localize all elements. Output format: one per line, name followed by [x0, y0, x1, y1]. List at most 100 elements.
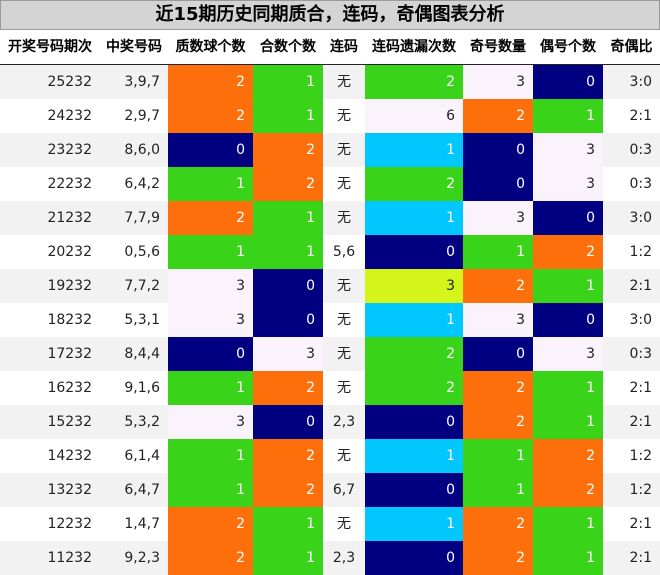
header-odd-count: 奇号数量 [470, 39, 526, 55]
even-count-cell: 0 [533, 65, 603, 99]
even-count-cell: 3 [533, 167, 603, 201]
numbers-cell: 6,1,4 [124, 448, 160, 464]
prime-count-cell: 3 [168, 269, 253, 303]
prime-count-cell: 3 [168, 303, 253, 337]
period-cell: 17232 [47, 346, 92, 362]
composite-count-cell: 3 [253, 337, 323, 371]
even-count-cell: 2 [533, 439, 603, 473]
odd-even-ratio-cell: 1:2 [629, 244, 652, 260]
composite-count-cell: 2 [253, 439, 323, 473]
header-numbers: 中奖号码 [106, 39, 162, 55]
numbers-cell: 7,7,2 [124, 278, 160, 294]
odd-even-ratio-cell: 1:2 [629, 448, 652, 464]
composite-count-cell: 2 [253, 473, 323, 507]
numbers-cell: 9,1,6 [124, 380, 160, 396]
period-cell: 18232 [47, 312, 92, 328]
prime-count-cell: 3 [168, 405, 253, 439]
prime-count-cell: 2 [168, 541, 253, 575]
consecutive-gap-cell: 2 [365, 337, 463, 371]
consecutive-gap-cell: 1 [365, 507, 463, 541]
consecutive-cell: 无 [337, 448, 351, 464]
prime-count-cell: 1 [168, 371, 253, 405]
odd-even-ratio-cell: 2:1 [629, 550, 652, 566]
table-row: 17232 8,4,4 0 3 无 2 0 3 0:3 [0, 337, 660, 371]
header-period: 开奖号码期次 [8, 39, 92, 55]
consecutive-cell: 无 [337, 210, 351, 226]
odd-count-cell: 3 [463, 201, 533, 235]
even-count-cell: 0 [533, 201, 603, 235]
period-cell: 20232 [47, 244, 92, 260]
prime-count-cell: 1 [168, 439, 253, 473]
composite-count-cell: 1 [253, 201, 323, 235]
table-row: 18232 5,3,1 3 0 无 1 3 0 3:0 [0, 303, 660, 337]
odd-count-cell: 3 [463, 65, 533, 99]
period-cell: 15232 [47, 414, 92, 430]
table-row: 15232 5,3,2 3 0 2,3 0 2 1 2:1 [0, 405, 660, 439]
page-title: 近15期历史同期质合，连码，奇偶图表分析 [0, 0, 660, 30]
table-row: 19232 7,7,2 3 0 无 3 2 1 2:1 [0, 269, 660, 303]
table-row: 12232 1,4,7 2 1 无 1 2 1 2:1 [0, 507, 660, 541]
table-row: 21232 7,7,9 2 1 无 1 3 0 3:0 [0, 201, 660, 235]
composite-count-cell: 0 [253, 303, 323, 337]
numbers-cell: 5,3,2 [124, 414, 160, 430]
odd-count-cell: 0 [463, 133, 533, 167]
even-count-cell: 2 [533, 235, 603, 269]
period-cell: 25232 [47, 74, 92, 90]
consecutive-cell: 2,3 [332, 414, 356, 430]
odd-even-ratio-cell: 0:3 [629, 142, 652, 158]
numbers-cell: 0,5,6 [124, 244, 160, 260]
consecutive-cell: 无 [337, 312, 351, 328]
header-even-count: 偶号个数 [540, 39, 596, 55]
prime-count-cell: 0 [168, 133, 253, 167]
consecutive-gap-cell: 0 [365, 405, 463, 439]
even-count-cell: 1 [533, 269, 603, 303]
prime-count-cell: 1 [168, 473, 253, 507]
consecutive-gap-cell: 1 [365, 303, 463, 337]
odd-even-ratio-cell: 2:1 [629, 278, 652, 294]
table-row: 24232 2,9,7 2 1 无 6 2 1 2:1 [0, 99, 660, 133]
odd-even-ratio-cell: 3:0 [629, 312, 652, 328]
prime-count-cell: 1 [168, 235, 253, 269]
consecutive-cell: 无 [337, 380, 351, 396]
prime-count-cell: 2 [168, 201, 253, 235]
prime-count-cell: 0 [168, 337, 253, 371]
odd-count-cell: 0 [463, 337, 533, 371]
table-header: 开奖号码期次 中奖号码 质数球个数 合数个数 连码 连码遗漏次数 奇号数量 偶号个数 奇偶比 [0, 30, 660, 65]
numbers-cell: 6,4,7 [124, 482, 160, 498]
consecutive-gap-cell: 0 [365, 473, 463, 507]
numbers-cell: 8,4,4 [124, 346, 160, 362]
table-row: 22232 6,4,2 1 2 无 2 0 3 0:3 [0, 167, 660, 201]
numbers-cell: 6,4,2 [124, 176, 160, 192]
numbers-cell: 5,3,1 [124, 312, 160, 328]
header-odd-even-ratio: 奇偶比 [610, 39, 653, 55]
header-consecutive: 连码 [330, 39, 358, 55]
consecutive-cell: 无 [337, 142, 351, 158]
even-count-cell: 3 [533, 133, 603, 167]
odd-even-ratio-cell: 3:0 [629, 74, 652, 90]
odd-even-ratio-cell: 3:0 [629, 210, 652, 226]
odd-even-ratio-cell: 0:3 [629, 346, 652, 362]
odd-count-cell: 1 [463, 473, 533, 507]
consecutive-gap-cell: 6 [365, 99, 463, 133]
composite-count-cell: 0 [253, 405, 323, 439]
odd-even-ratio-cell: 1:2 [629, 482, 652, 498]
consecutive-cell: 无 [337, 176, 351, 192]
odd-even-ratio-cell: 2:1 [629, 414, 652, 430]
table-row: 23232 8,6,0 0 2 无 1 0 3 0:3 [0, 133, 660, 167]
consecutive-cell: 无 [337, 346, 351, 362]
composite-count-cell: 0 [253, 269, 323, 303]
numbers-cell: 1,4,7 [124, 516, 160, 532]
prime-count-cell: 2 [168, 507, 253, 541]
consecutive-gap-cell: 2 [365, 371, 463, 405]
consecutive-cell: 6,7 [332, 482, 356, 498]
period-cell: 14232 [47, 448, 92, 464]
even-count-cell: 1 [533, 541, 603, 575]
table-row: 11232 9,2,3 2 1 2,3 0 2 1 2:1 [0, 541, 660, 575]
odd-count-cell: 1 [463, 235, 533, 269]
odd-count-cell: 2 [463, 541, 533, 575]
period-cell: 24232 [47, 108, 92, 124]
consecutive-cell: 无 [337, 278, 351, 294]
header-consecutive-gap: 连码遗漏次数 [372, 39, 456, 55]
even-count-cell: 1 [533, 405, 603, 439]
period-cell: 19232 [47, 278, 92, 294]
